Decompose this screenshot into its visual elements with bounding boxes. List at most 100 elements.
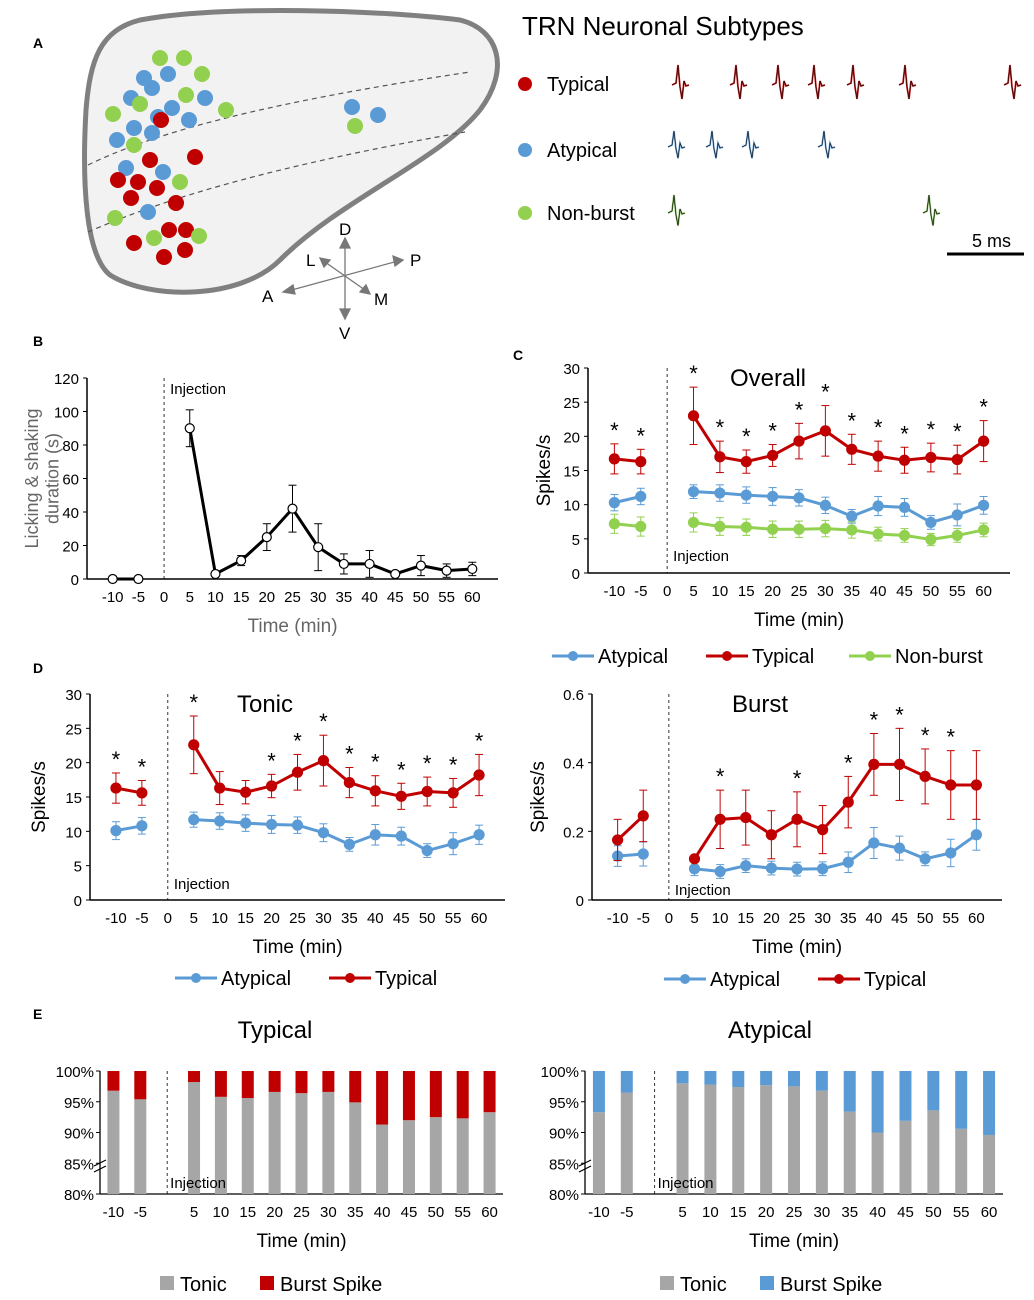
x-tick-label: 45 [896, 583, 913, 600]
series-line-atypical [193, 818, 480, 853]
typical-spike [807, 64, 826, 100]
typical-spike [1003, 64, 1022, 100]
x-tick-label: 60 [981, 1204, 998, 1221]
x-tick-label: 25 [293, 1204, 310, 1221]
neuron-dot [140, 204, 156, 220]
bar-burst-spike [788, 1071, 800, 1087]
bar-burst-spike [983, 1071, 996, 1135]
legend-label-typical: Typical [864, 969, 926, 991]
y-tick-label: 0.6 [563, 687, 584, 704]
data-point-atypical [637, 848, 649, 860]
y-tick-label: 5 [74, 859, 82, 876]
neuron-dot [347, 118, 363, 134]
bar-burst-spike [268, 1071, 281, 1092]
data-point-atypical [608, 497, 620, 509]
data-point-licking & shaking [415, 560, 427, 571]
x-tick-label: 50 [413, 589, 430, 606]
bar-tonic [107, 1090, 120, 1194]
data-point-atypical [740, 489, 752, 501]
data-point-licking & shaking [236, 555, 247, 566]
neuron-dot [164, 100, 180, 116]
data-point-atypical [421, 844, 433, 857]
data-point-non-burst [767, 523, 779, 535]
x-tick-label: 20 [266, 1204, 283, 1221]
data-point-atypical [898, 501, 911, 513]
neuron-dot [155, 164, 171, 180]
significance-marker: * [293, 728, 302, 753]
significance-marker: * [921, 723, 930, 748]
neuron-dot [109, 132, 125, 148]
panel-letter-c: C [513, 347, 523, 363]
y-tick-label: 30 [563, 361, 580, 378]
x-tick-label: 15 [738, 583, 755, 600]
bar-burst-spike [214, 1071, 227, 1097]
significance-marker: * [189, 690, 198, 715]
data-point-typical [817, 824, 829, 836]
y-tick-label: 20 [563, 429, 580, 446]
data-point-typical [945, 779, 957, 791]
data-point-atypical [265, 818, 278, 831]
x-tick-label: 60 [975, 583, 992, 600]
bar-burst-spike [376, 1071, 389, 1125]
chart-title: Atypical [728, 1017, 812, 1044]
data-point-licking & shaking [390, 568, 401, 580]
significance-marker: * [112, 747, 121, 772]
y-tick-label: 100% [56, 1064, 94, 1081]
x-tick-label: 10 [712, 910, 729, 927]
y-tick-label: 85% [549, 1156, 579, 1173]
data-point-typical [767, 449, 779, 462]
legend-marker-typical [722, 651, 732, 661]
y-tick-label: 20 [62, 539, 79, 556]
typical-spike [671, 64, 690, 100]
injection-label: Injection [170, 381, 226, 398]
x-tick-label: 30 [310, 589, 327, 606]
x-tick-label: 40 [870, 583, 887, 600]
data-point-atypical [945, 847, 957, 859]
series-line-licking & shaking [188, 427, 473, 577]
data-point-non-burst [608, 518, 620, 530]
data-point-licking & shaking [467, 563, 478, 575]
data-point-typical [791, 813, 803, 825]
data-point-typical [868, 758, 880, 770]
legend-marker-atypical [191, 973, 201, 983]
bar-tonic [402, 1120, 415, 1194]
bar-burst-spike [241, 1071, 254, 1099]
data-point-atypical [688, 863, 701, 875]
x-tick-label: 25 [789, 910, 806, 927]
neuron-dot [160, 66, 176, 82]
data-point-atypical [819, 499, 831, 511]
neuron-dot [142, 152, 158, 168]
x-tick-label: 30 [315, 910, 332, 927]
x-tick-label: 5 [190, 1204, 198, 1221]
neuron-dot [126, 120, 142, 136]
data-point-typical [608, 453, 620, 465]
data-point-atypical [919, 853, 931, 865]
x-tick-label: -5 [134, 1204, 147, 1221]
data-point-licking & shaking [364, 558, 375, 570]
y-axis-label: Spikes/s [29, 761, 50, 833]
injection-label: Injection [174, 876, 230, 893]
boundary-upper [87, 71, 471, 166]
typical-spike [729, 64, 748, 100]
x-tick-label: 35 [841, 1204, 858, 1221]
atypical-spike [705, 130, 724, 159]
neuron-dot [152, 50, 168, 66]
data-point-typical [214, 782, 226, 794]
y-tick-label: 15 [65, 790, 82, 807]
neuron-dot [218, 102, 234, 118]
data-point-atypical [767, 490, 779, 503]
significance-marker: * [874, 415, 883, 440]
y-tick-label: 15 [563, 464, 580, 481]
chart-overall: 0 5 10 15 20 25 30 -10 -5 0 5 10 15 20 25 30 35 40 45 50 55 6… [534, 361, 1010, 668]
data-point-atypical [793, 492, 805, 504]
data-point-typical [395, 790, 407, 802]
bar-burst-spike [402, 1071, 415, 1121]
trn-section-diagram: D V L M A P [82, 8, 500, 343]
axis-label-anterior: A [262, 287, 274, 306]
significance-marker: * [768, 419, 777, 444]
typical-spike [846, 64, 865, 100]
legend-label-typical: Typical [547, 74, 609, 96]
significance-marker: * [870, 707, 879, 732]
significance-marker: * [449, 752, 458, 777]
bar-burst-spike [322, 1071, 335, 1092]
